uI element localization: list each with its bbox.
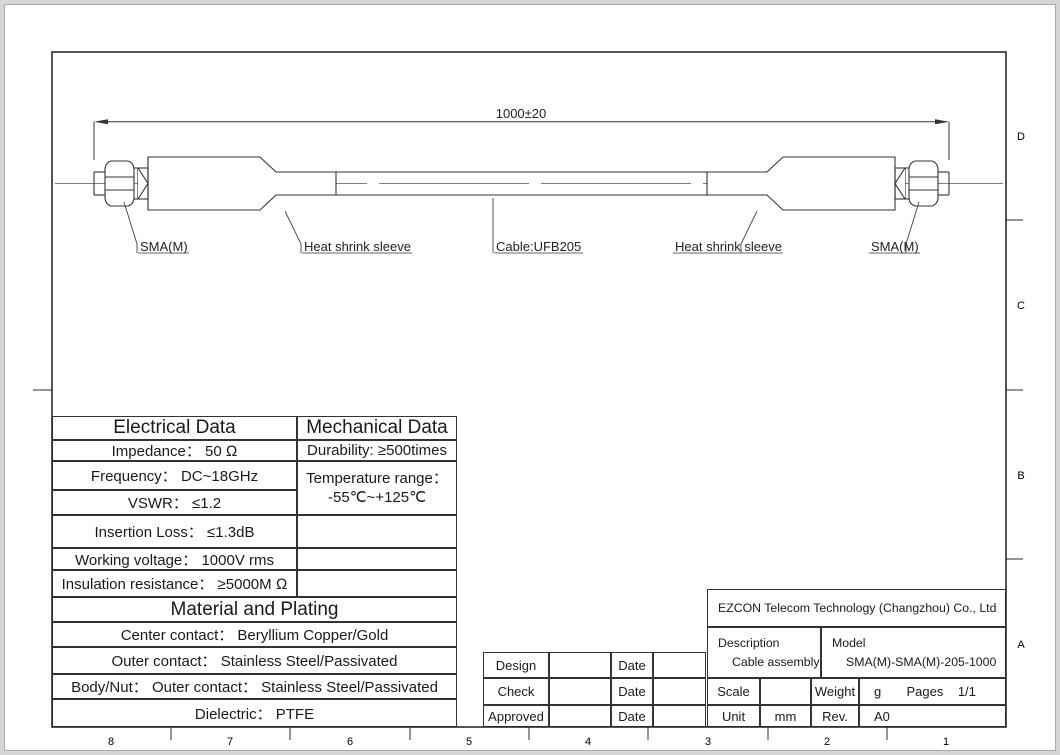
svg-text:C: C xyxy=(1017,300,1025,312)
svg-text:5: 5 xyxy=(466,736,472,748)
svg-text:1000±20: 1000±20 xyxy=(496,106,547,121)
svg-text:Heat shrink sleeve: Heat shrink sleeve xyxy=(675,239,782,254)
svg-text:Cable:UFB205: Cable:UFB205 xyxy=(496,239,581,254)
svg-text:8: 8 xyxy=(108,736,114,748)
svg-text:B: B xyxy=(1017,470,1024,482)
svg-text:6: 6 xyxy=(347,736,353,748)
svg-text:7: 7 xyxy=(227,736,233,748)
svg-text:2: 2 xyxy=(824,736,830,748)
svg-text:1: 1 xyxy=(943,736,949,748)
svg-text:SMA(M): SMA(M) xyxy=(140,239,188,254)
svg-text:A: A xyxy=(1017,639,1025,651)
svg-text:SMA(M): SMA(M) xyxy=(871,239,919,254)
svg-text:Heat shrink sleeve: Heat shrink sleeve xyxy=(304,239,411,254)
svg-text:3: 3 xyxy=(705,736,711,748)
svg-text:D: D xyxy=(1017,131,1025,143)
svg-text:4: 4 xyxy=(585,736,591,748)
